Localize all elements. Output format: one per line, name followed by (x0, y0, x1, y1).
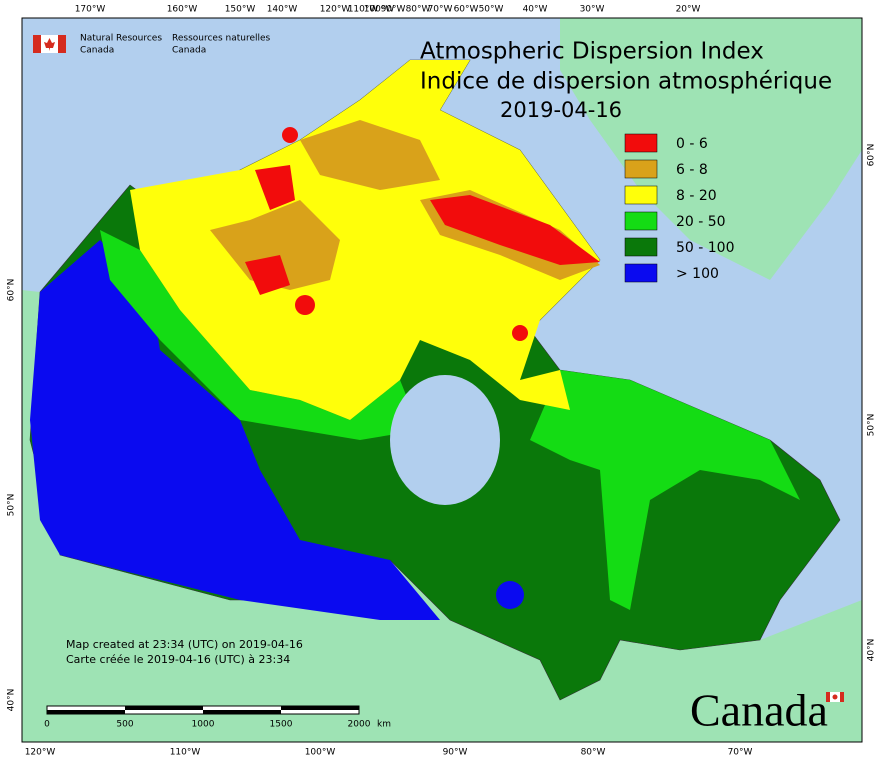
legend-label: 6 - 8 (676, 162, 708, 178)
scale-label: 1000 (192, 720, 215, 730)
longitude-label: 160°W (167, 5, 198, 15)
legend-swatch (624, 159, 658, 179)
latitude-label: 60°N (867, 144, 877, 167)
flag-bar (58, 35, 66, 53)
longitude-label: 90°W (381, 5, 406, 15)
region-0-6 (245, 255, 290, 295)
latitude-label: 40°N (867, 639, 877, 662)
flag-leaf (44, 38, 55, 51)
logo-text: Natural Resources (80, 34, 162, 44)
region-0-6 (295, 295, 315, 315)
latitude-label: 60°N (7, 279, 17, 302)
scale-segment (47, 710, 125, 714)
region-6-8 (210, 200, 340, 290)
longitude-label: 140°W (267, 5, 298, 15)
credit: Map created at 23:34 (UTC) on 2019-04-16 (66, 638, 303, 651)
legend-swatch (624, 263, 658, 283)
flag-bar (826, 692, 830, 702)
legend-label: 20 - 50 (676, 214, 726, 230)
region-6-8 (300, 120, 440, 190)
latitude-label: 40°N (7, 689, 17, 712)
legend-swatch (624, 237, 658, 257)
scale-bar: 0 500 1000 1500 2000 km (44, 705, 391, 730)
longitude-label: 50°W (479, 5, 504, 15)
longitude-label: 170°W (75, 5, 106, 15)
legend-swatch (624, 211, 658, 231)
region-20-50 (530, 370, 800, 610)
region-8-20 (130, 60, 600, 420)
longitude-label: 120°W (25, 748, 56, 758)
legend-label: 0 - 6 (676, 136, 708, 152)
longitude-label: 150°W (225, 5, 256, 15)
longitude-label: 90°W (443, 748, 468, 758)
logo-text: Canada (172, 46, 206, 56)
legend: 0 - 6 6 - 8 8 - 20 20 - 50 50 - 100 > 100 (624, 133, 735, 283)
scale-label: 2000 (348, 720, 371, 730)
frame-border (21, 17, 863, 743)
wordmark-flag (826, 692, 844, 702)
latitude-label: 50°N (867, 414, 877, 437)
region-0-6 (430, 195, 600, 265)
logo-text: Ressources naturelles (172, 34, 271, 44)
longitude-label: 110°W (170, 748, 201, 758)
region-over-100 (30, 240, 440, 620)
map-frame (21, 17, 863, 743)
scale-segment (203, 710, 281, 714)
longitude-label: 70°W (728, 748, 753, 758)
scale-unit: km (377, 720, 391, 730)
hudson-bay (390, 375, 500, 505)
title-fr: Indice de dispersion atmosphérique (420, 69, 832, 95)
flag-leaf (832, 694, 838, 700)
credit: Carte créée le 2019-04-16 (UTC) à 23:34 (66, 653, 290, 666)
title-date: 2019-04-16 (500, 98, 622, 122)
longitude-label: 120°W (320, 5, 351, 15)
scale-label: 500 (116, 720, 133, 730)
longitude-label: 80°W (406, 5, 431, 15)
flag-bar (33, 35, 41, 53)
logo: Natural Resources Canada Ressources natu… (33, 34, 271, 56)
longitude-label: 100°W (364, 5, 395, 15)
greenland (560, 18, 862, 280)
united-states (22, 290, 862, 742)
longitude-label: 110°W (348, 5, 379, 15)
title-en: Atmospheric Dispersion Index (420, 39, 764, 65)
legend-swatch (624, 133, 658, 153)
logo-text: Canada (80, 46, 114, 56)
region-0-6 (282, 127, 298, 143)
legend-label: 50 - 100 (676, 240, 735, 256)
scale-segment (281, 706, 359, 710)
scale-segment (125, 706, 203, 710)
flag-bar (840, 692, 844, 702)
latitude-label: 50°N (7, 494, 17, 517)
longitude-label: 30°W (580, 5, 605, 15)
region-20-50 (100, 230, 420, 440)
longitude-label: 20°W (676, 5, 701, 15)
region-0-6 (255, 165, 295, 210)
longitude-label: 40°W (523, 5, 548, 15)
longitude-label: 70°W (428, 5, 453, 15)
longitude-label: 100°W (305, 748, 336, 758)
scale-label: 1500 (270, 720, 293, 730)
longitude-label: 60°W (454, 5, 479, 15)
legend-swatch (624, 185, 658, 205)
region-0-6 (512, 325, 528, 341)
legend-label: > 100 (676, 266, 719, 282)
legend-label: 8 - 20 (676, 188, 717, 204)
canada-wordmark: Canada (690, 685, 828, 736)
longitude-label: 80°W (581, 748, 606, 758)
scale-label: 0 (44, 720, 50, 730)
region-over-100 (496, 581, 524, 609)
